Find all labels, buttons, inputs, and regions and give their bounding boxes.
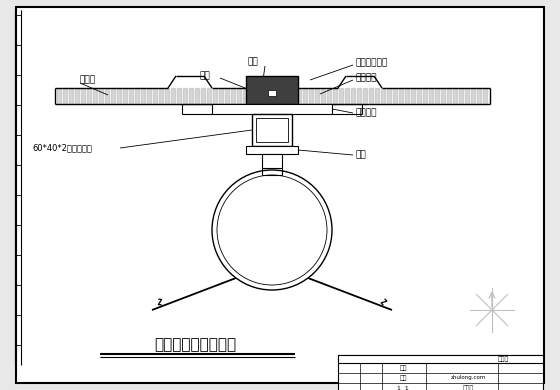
Polygon shape (177, 88, 181, 104)
Polygon shape (57, 88, 61, 104)
Text: 60*40*2矩形檩条管: 60*40*2矩形檩条管 (32, 144, 92, 152)
Polygon shape (333, 88, 337, 104)
Polygon shape (135, 88, 139, 104)
Polygon shape (429, 88, 433, 104)
Polygon shape (321, 88, 325, 104)
Polygon shape (87, 88, 91, 104)
Bar (262, 154, 282, 168)
Polygon shape (117, 88, 121, 104)
Bar (252, 114, 292, 146)
Polygon shape (243, 88, 247, 104)
Text: 内衬钢板: 内衬钢板 (355, 108, 376, 117)
Text: 支托: 支托 (355, 151, 366, 160)
Text: 顺坡节: 顺坡节 (497, 356, 508, 362)
Text: 顺坡节: 顺坡节 (463, 385, 474, 390)
Polygon shape (471, 88, 475, 104)
Bar (246, 146, 298, 154)
Polygon shape (225, 88, 229, 104)
Circle shape (217, 175, 327, 285)
Text: 自攻自钻螺钉: 自攻自钻螺钉 (355, 58, 388, 67)
Polygon shape (297, 88, 301, 104)
Text: 1  1: 1 1 (397, 385, 409, 390)
Text: 制图: 制图 (399, 375, 407, 381)
Polygon shape (213, 88, 217, 104)
Polygon shape (339, 88, 343, 104)
Polygon shape (393, 88, 397, 104)
Polygon shape (399, 88, 403, 104)
Polygon shape (351, 88, 355, 104)
Polygon shape (201, 88, 205, 104)
Polygon shape (417, 88, 421, 104)
Polygon shape (357, 88, 361, 104)
Polygon shape (75, 88, 79, 104)
Polygon shape (111, 88, 115, 104)
Polygon shape (453, 88, 457, 104)
Circle shape (212, 170, 332, 290)
Text: 彩钢板顺坡连接节点: 彩钢板顺坡连接节点 (154, 337, 236, 353)
Polygon shape (435, 88, 439, 104)
Polygon shape (423, 88, 427, 104)
Text: 设计: 设计 (399, 365, 407, 371)
Polygon shape (93, 88, 97, 104)
Text: 钢板: 钢板 (248, 57, 259, 67)
Polygon shape (315, 88, 319, 104)
Polygon shape (153, 88, 157, 104)
Polygon shape (363, 88, 367, 104)
Polygon shape (459, 88, 463, 104)
Polygon shape (465, 88, 469, 104)
Bar (256, 118, 288, 142)
Polygon shape (63, 88, 67, 104)
Polygon shape (381, 88, 385, 104)
Bar (338, 355, 543, 390)
Polygon shape (171, 88, 175, 104)
Polygon shape (69, 88, 73, 104)
Polygon shape (165, 88, 169, 104)
Polygon shape (105, 88, 109, 104)
Polygon shape (195, 88, 199, 104)
Polygon shape (405, 88, 409, 104)
Text: 密封硅胶: 密封硅胶 (355, 73, 376, 83)
Bar (246, 76, 298, 104)
Polygon shape (483, 88, 487, 104)
Polygon shape (141, 88, 145, 104)
Polygon shape (441, 88, 445, 104)
Bar (212, 104, 332, 114)
Bar (338, 355, 543, 363)
Polygon shape (345, 88, 349, 104)
Polygon shape (375, 88, 379, 104)
Polygon shape (189, 88, 193, 104)
Polygon shape (159, 88, 163, 104)
Polygon shape (147, 88, 151, 104)
Polygon shape (237, 88, 241, 104)
Text: zhulong.com: zhulong.com (450, 376, 486, 381)
Polygon shape (387, 88, 391, 104)
Polygon shape (207, 88, 211, 104)
Polygon shape (411, 88, 415, 104)
Bar (268, 90, 276, 96)
Polygon shape (129, 88, 133, 104)
Text: 彩钢板: 彩钢板 (80, 76, 96, 85)
Polygon shape (369, 88, 373, 104)
Polygon shape (81, 88, 85, 104)
Polygon shape (447, 88, 451, 104)
Polygon shape (99, 88, 103, 104)
Text: 铆钉: 铆钉 (200, 71, 211, 80)
Polygon shape (477, 88, 481, 104)
Polygon shape (219, 88, 223, 104)
Polygon shape (183, 88, 187, 104)
Polygon shape (309, 88, 313, 104)
Polygon shape (231, 88, 235, 104)
Polygon shape (327, 88, 331, 104)
Polygon shape (123, 88, 127, 104)
Polygon shape (303, 88, 307, 104)
